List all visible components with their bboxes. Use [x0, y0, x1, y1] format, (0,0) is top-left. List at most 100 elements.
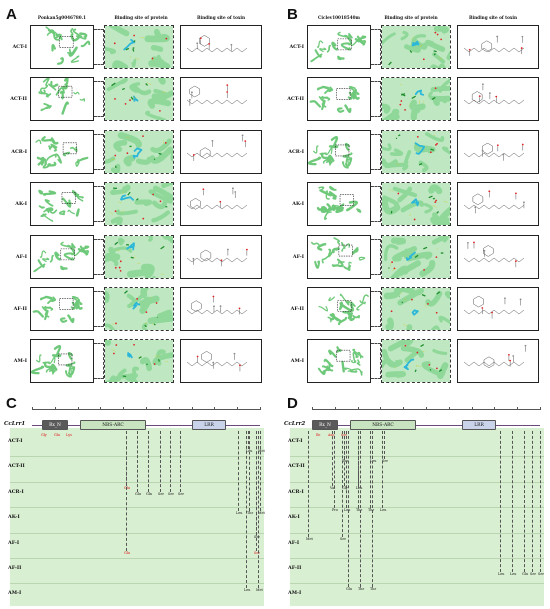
site-leader-line	[137, 431, 138, 492]
binding-site-label: Glu	[346, 587, 352, 592]
zoom-connector	[94, 291, 104, 327]
zoom-connector	[94, 133, 104, 170]
panel-letter-a: A	[6, 6, 17, 23]
site-leader-line	[512, 431, 513, 572]
binding-site-label: Ser	[530, 572, 536, 576]
binding-site-label: Thr	[342, 459, 349, 464]
binding-site-label: Val	[330, 485, 336, 490]
panel-b-protein-structure	[307, 234, 371, 279]
panel-a-header-toxin-site: Binding site of toxin	[196, 15, 246, 20]
panel-undefined-protein-backbone	[32, 425, 260, 426]
binding-site-label: Ser	[254, 551, 260, 555]
binding-site-label: Leu	[510, 572, 517, 576]
panel-b-binding-site-protein	[381, 77, 451, 122]
zoom-connector	[94, 81, 104, 118]
site-leader-line	[308, 431, 309, 537]
site-leader-line	[358, 431, 359, 509]
row-divider	[10, 532, 264, 534]
row-divider	[10, 507, 264, 509]
binding-site-label: Gly	[342, 485, 348, 490]
axis-tick	[494, 407, 496, 410]
site-leader-line	[180, 431, 181, 492]
binding-site-label: Thr	[358, 587, 365, 592]
binding-site-label: Gly	[41, 433, 47, 437]
zoom-connector	[371, 291, 381, 327]
binding-site-label: Leu	[356, 485, 363, 490]
panel-a-binding-site-toxin	[180, 234, 262, 279]
panel-a-binding-site-protein	[104, 339, 174, 384]
binding-site-label: Leu	[236, 511, 243, 516]
binding-site-label: Met	[258, 449, 265, 453]
binding-site-label: Leu	[344, 508, 351, 513]
zoom-connector	[371, 133, 381, 170]
site-leader-line	[370, 431, 371, 509]
site-leader-line	[384, 431, 385, 460]
panel-b-protein-structure	[307, 287, 371, 331]
binding-site-label: Ile	[316, 433, 321, 437]
panel-b-protein-structure	[307, 182, 371, 227]
panel-b-binding-site-protein	[381, 234, 451, 279]
panel-a-binding-site-toxin	[180, 339, 262, 384]
site-leader-line	[346, 431, 347, 509]
site-leader-line	[249, 431, 250, 512]
zoom-connector	[94, 186, 104, 223]
site-leader-line	[532, 431, 533, 572]
panel-letter-c: C	[6, 395, 17, 412]
panel-b-row-label: ACT-II	[287, 96, 304, 103]
row-divider	[290, 532, 544, 534]
axis-tick	[540, 407, 541, 410]
axis-tick	[260, 407, 261, 410]
panel-undefined-gene-name: CcLrr2	[284, 421, 306, 427]
panel-b-binding-site-toxin	[457, 182, 539, 227]
panel-b-binding-site-protein	[381, 129, 451, 174]
site-leader-line	[360, 431, 361, 588]
axis-tick	[32, 407, 33, 410]
axis-tick	[214, 407, 216, 410]
site-leader-line	[334, 431, 335, 509]
axis-tick	[146, 407, 147, 410]
axis-tick	[471, 407, 473, 410]
axis-tick	[448, 407, 450, 410]
panel-a-protein-structure	[30, 77, 94, 122]
zoom-connector	[371, 186, 381, 223]
lrr-domain: LRR	[462, 420, 496, 430]
binding-site-label: Ser	[538, 572, 544, 576]
axis-tick	[77, 407, 79, 410]
panel-b-binding-site-toxin	[457, 77, 539, 122]
panel-a-row-label: ACT-II	[10, 96, 27, 103]
binding-site-label: Glu	[522, 572, 528, 576]
panel-a-binding-site-protein	[104, 25, 174, 69]
panel-b-protein-structure	[307, 339, 371, 384]
panel-b-row-label: AF-I	[292, 253, 304, 260]
site-leader-line	[540, 431, 541, 572]
panel-a-header-protein: Ponkan5g0046780.1	[37, 15, 87, 20]
row-divider	[290, 583, 544, 585]
row-divider	[290, 507, 544, 509]
row-divider	[10, 558, 264, 559]
nbs-arc-domain: NBS-ARC	[80, 420, 146, 430]
row-divider	[290, 558, 544, 559]
binding-site-label: Thr	[356, 508, 363, 513]
binding-site-label: Thr	[247, 511, 254, 516]
axis-tick	[237, 407, 239, 410]
panel-b-protein-structure	[307, 77, 371, 122]
site-leader-line	[160, 431, 161, 492]
axis-tick	[403, 407, 405, 410]
panel-letter-d: D	[287, 395, 298, 412]
axis-tick	[357, 407, 359, 410]
panel-b-row-label: AK-I	[292, 201, 304, 208]
axis-tick	[54, 407, 56, 410]
site-leader-line	[248, 431, 249, 449]
row-divider	[10, 583, 264, 585]
axis-tick	[123, 407, 125, 410]
site-leader-line	[500, 431, 501, 572]
panel-a-row-label: AM-I	[13, 358, 27, 365]
site-leader-line	[126, 431, 127, 551]
binding-site-label: Ser	[341, 433, 347, 437]
zoom-connector	[371, 29, 381, 65]
panel-undefined-protein-backbone	[312, 425, 540, 426]
rx-n-domain: Rx_N	[42, 420, 68, 430]
binding-site-label: Ser	[382, 459, 388, 464]
binding-site-label: Ser	[168, 491, 174, 496]
panel-b-binding-site-protein	[381, 339, 451, 384]
